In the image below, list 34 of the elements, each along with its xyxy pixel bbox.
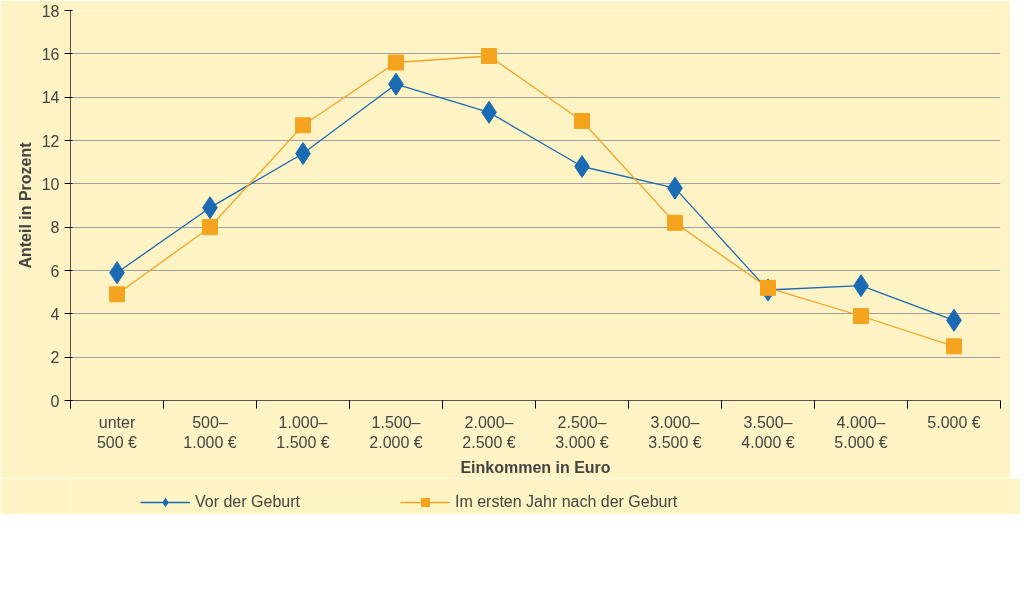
x-tick-label: 5.000 € <box>927 413 981 431</box>
point <box>574 113 590 129</box>
x-axis-title: Einkommen in Euro <box>460 458 611 476</box>
point <box>295 117 311 134</box>
point <box>946 338 962 355</box>
point <box>481 48 497 64</box>
x-tick-label: unter 500 € <box>96 413 138 451</box>
x-tick-label: 1.500– 2.000 € <box>369 413 423 451</box>
point <box>109 286 125 303</box>
y-tick-label: 6 <box>50 262 60 280</box>
point <box>667 214 683 231</box>
y-tick-label: 8 <box>50 219 60 237</box>
x-tick-label: 1.000– 1.500 € <box>276 413 330 451</box>
y-tick-label: 4 <box>50 305 60 323</box>
y-axis-title: Anteil in Prozent <box>16 141 34 269</box>
x-tick-label: 500– 1.000 € <box>183 413 237 451</box>
point <box>853 308 869 324</box>
legend-label: Im ersten Jahr nach der Geburt <box>454 493 678 511</box>
y-tick-label: 0 <box>50 392 60 410</box>
x-tick-label: 3.000– 3.500 € <box>648 413 702 451</box>
x-tick-label: 3.500– 4.000 € <box>741 413 795 451</box>
y-tick-label: 18 <box>41 2 60 20</box>
y-tick-label: 16 <box>41 45 60 63</box>
point <box>760 279 776 296</box>
y-tick-label: 10 <box>41 175 60 193</box>
y-tick-label: 12 <box>41 132 60 150</box>
legend-label: Vor der Geburt <box>195 493 300 511</box>
x-tick-label: 2.000– 2.500 € <box>462 413 516 451</box>
x-tick-label: 4.000– 5.000 € <box>834 413 888 451</box>
point <box>388 54 404 71</box>
y-tick-label: 2 <box>50 349 60 367</box>
point <box>202 219 218 236</box>
x-tick-label: 2.500– 3.000 € <box>555 413 609 451</box>
y-tick-label: 14 <box>41 89 60 107</box>
